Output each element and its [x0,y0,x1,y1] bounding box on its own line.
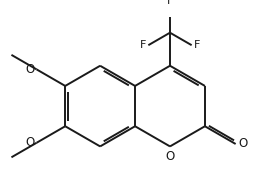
Text: O: O [25,63,35,76]
Text: O: O [25,136,35,149]
Text: F: F [194,40,200,50]
Text: F: F [139,40,146,50]
Text: F: F [167,0,173,6]
Text: O: O [165,150,174,163]
Text: O: O [239,137,248,150]
